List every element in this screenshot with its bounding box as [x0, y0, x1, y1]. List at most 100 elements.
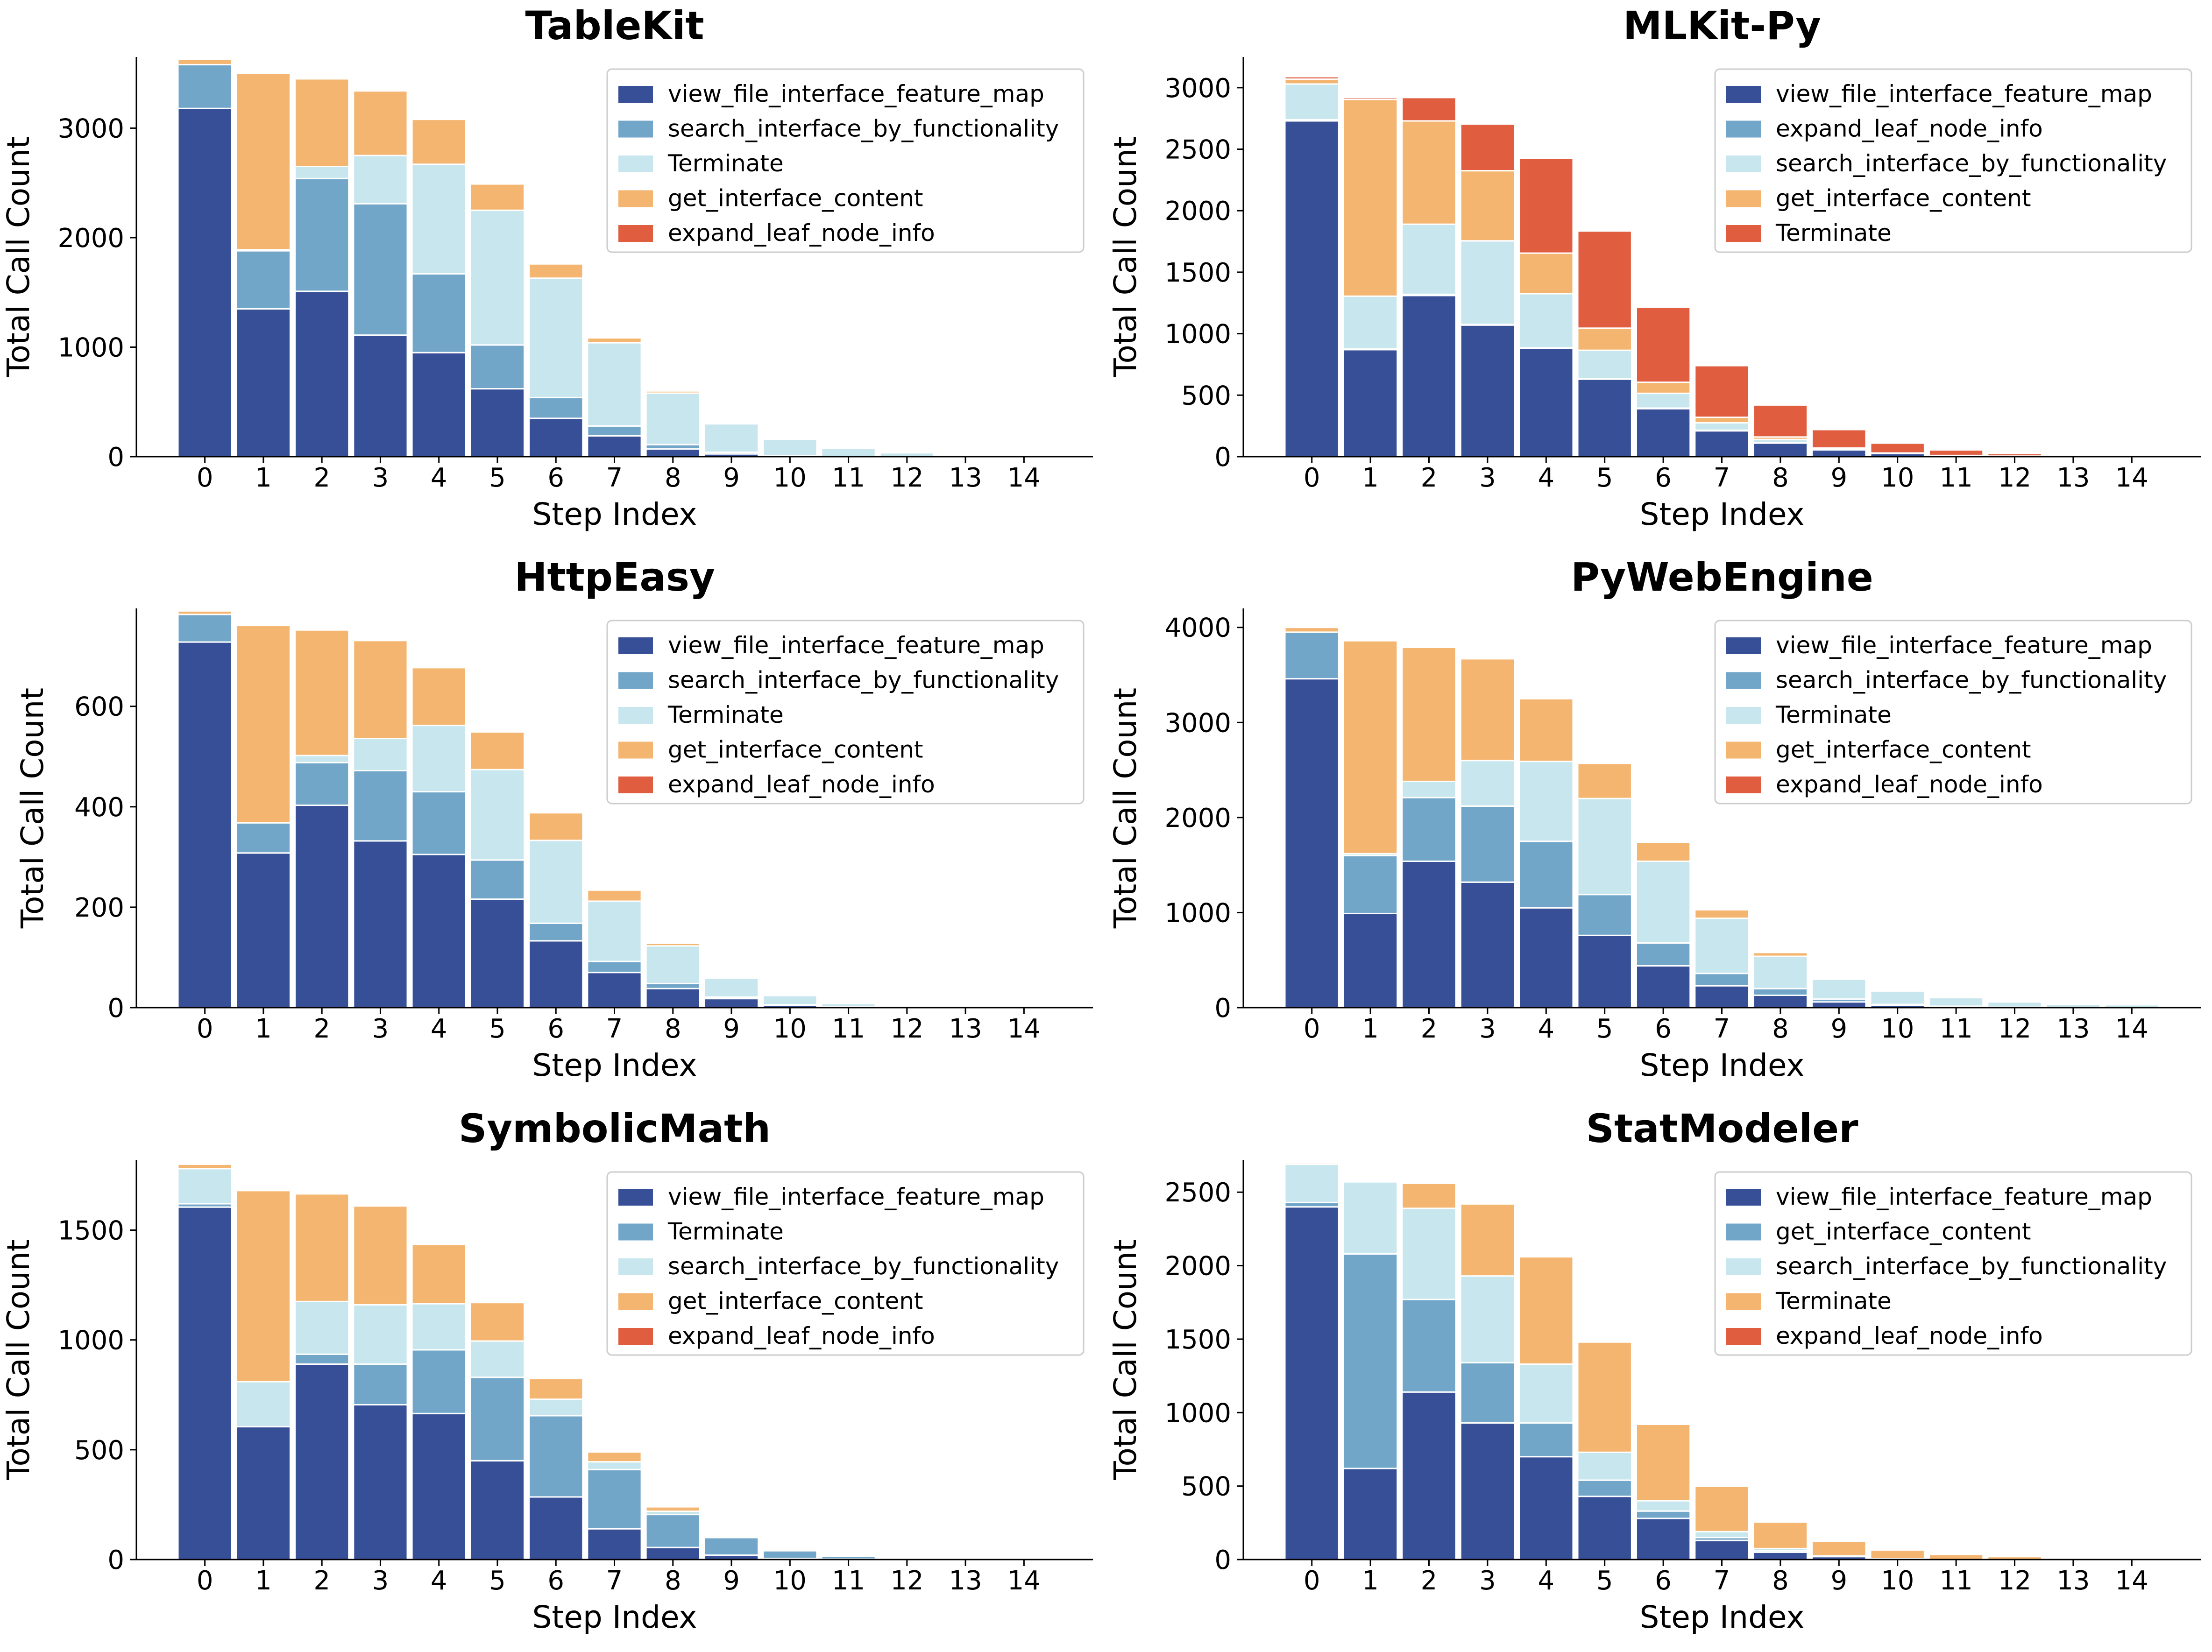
bar-view-file-interface-feature-map-step-6 — [528, 940, 584, 1009]
legend-box — [1714, 620, 2192, 805]
y-tick-label: 200 — [74, 893, 124, 923]
bar-get-interface-content-step-8 — [645, 942, 701, 947]
x-tick-label: 13 — [949, 1566, 982, 1596]
y-tick-label: 1500 — [1164, 258, 1231, 288]
bar-get-interface-content-step-6 — [1635, 841, 1691, 862]
legend-swatch-get-interface-content — [618, 1293, 653, 1310]
bar-view-file-interface-feature-map-step-7 — [1694, 985, 1750, 1009]
legend-label: Terminate — [1775, 219, 1892, 247]
legend: view_file_interface_feature_map search_in… — [1714, 620, 2192, 805]
bar-view-file-interface-feature-map-step-1 — [235, 308, 291, 458]
x-tick-label: 4 — [431, 463, 447, 493]
bar-terminate-step-4 — [411, 725, 467, 793]
bar-get-interface-content-step-0 — [177, 610, 233, 615]
legend-box — [606, 1171, 1085, 1356]
x-tick-label: 4 — [1538, 1014, 1554, 1044]
bar-search-interface-by-functionality-step-1 — [235, 822, 291, 854]
x-tick-label: 6 — [1655, 463, 1672, 493]
legend-swatch-get-interface-content — [1726, 1223, 1761, 1241]
bar-view-file-interface-feature-map-step-2 — [1401, 861, 1457, 1009]
bar-search-interface-by-functionality-step-6 — [1635, 942, 1691, 967]
x-tick-label: 8 — [665, 463, 681, 493]
bar-view-file-interface-feature-map-step-8 — [1752, 1551, 1808, 1560]
bar-terminate-step-8 — [1752, 1521, 1808, 1549]
bar-terminate-step-3 — [1460, 760, 1516, 807]
x-tick-label: 12 — [890, 463, 923, 493]
bar-search-interface-by-functionality-step-0 — [177, 64, 233, 109]
x-tick-label: 10 — [773, 1014, 807, 1044]
bar-get-interface-content-step-2 — [294, 78, 350, 168]
legend-swatch-expand-leaf-node-info — [618, 777, 653, 793]
bar-view-file-interface-feature-map-step-0 — [177, 107, 233, 458]
x-tick-label: 6 — [1655, 1014, 1672, 1044]
y-tick-label: 1000 — [1164, 898, 1231, 928]
bar-get-interface-content-step-0 — [177, 1163, 233, 1170]
bar-terminate-step-7 — [587, 342, 642, 427]
x-tick-label: 1 — [1362, 1014, 1379, 1044]
bar-view-file-interface-feature-map-step-4 — [1518, 907, 1574, 1009]
legend-label: get_interface_content — [668, 1288, 923, 1315]
legend-label: view_file_interface_feature_map — [1776, 1183, 2152, 1210]
bar-view-file-interface-feature-map-step-0 — [1284, 678, 1340, 1009]
x-tick-label: 13 — [2056, 1566, 2090, 1596]
bar-search-interface-by-functionality-step-2 — [1401, 223, 1457, 295]
bar-search-interface-by-functionality-step-8 — [645, 982, 701, 989]
bar-view-file-interface-feature-map-step-2 — [294, 290, 350, 458]
bar-get-interface-content-step-6 — [528, 1377, 584, 1400]
bar-get-interface-content-step-3 — [353, 640, 408, 740]
bar-view-file-interface-feature-map-step-3 — [1460, 324, 1516, 458]
legend: view_file_interface_feature_map get_inter… — [1714, 1171, 2192, 1356]
x-tick-label: 6 — [547, 1014, 564, 1044]
bar-view-file-interface-feature-map-step-5 — [1577, 378, 1632, 458]
legend-swatch-view-file-interface-feature-map — [618, 637, 653, 654]
bar-terminate-step-7 — [587, 900, 642, 962]
bar-get-interface-content-step-6 — [528, 263, 584, 279]
legend-label: Terminate — [1775, 1288, 1892, 1315]
x-tick-label: 11 — [832, 463, 865, 493]
bar-search-interface-by-functionality-step-7 — [1694, 1531, 1750, 1539]
bar-search-interface-by-functionality-step-5 — [469, 344, 525, 390]
bar-search-interface-by-functionality-step-1 — [1342, 1181, 1398, 1255]
x-tick-label: 5 — [1596, 1566, 1613, 1596]
legend-label: expand_leaf_node_info — [1776, 771, 2043, 798]
bar-get-interface-content-step-3 — [353, 90, 408, 156]
bar-get-interface-content-step-4 — [411, 119, 467, 165]
bar-terminate-step-5 — [1577, 798, 1632, 896]
bar-view-file-interface-feature-map-step-1 — [1342, 349, 1398, 458]
bar-get-interface-content-step-9 — [1811, 977, 1867, 980]
bar-view-file-interface-feature-map-step-1 — [1342, 912, 1398, 1009]
bar-search-interface-by-functionality-step-7 — [587, 425, 642, 437]
x-tick-label: 11 — [832, 1014, 865, 1044]
y-tick-label: 0 — [107, 442, 124, 473]
bar-search-interface-by-functionality-step-5 — [1577, 349, 1632, 380]
x-tick-label: 2 — [1421, 463, 1438, 493]
bar-search-interface-by-functionality-step-6 — [528, 1398, 584, 1417]
bar-view-file-interface-feature-map-step-9 — [1811, 449, 1867, 458]
bar-view-file-interface-feature-map-step-0 — [177, 1206, 233, 1560]
x-tick-label: 14 — [1007, 463, 1041, 493]
bar-terminate-step-12 — [1987, 452, 2042, 457]
x-tick-label: 7 — [606, 1014, 623, 1044]
x-tick-label: 12 — [890, 1566, 923, 1596]
bar-search-interface-by-functionality-step-4 — [1518, 293, 1574, 349]
bar-terminate-step-5 — [469, 209, 525, 346]
bar-view-file-interface-feature-map-step-4 — [411, 854, 467, 1009]
bar-terminate-step-1 — [1342, 97, 1398, 100]
legend-swatch-search-interface-by-functionality — [1726, 155, 1761, 172]
x-tick-label: 13 — [2056, 463, 2090, 493]
bar-terminate-step-7 — [1694, 918, 1750, 974]
y-tick-label: 0 — [107, 993, 124, 1024]
y-tick-label: 0 — [1214, 993, 1231, 1024]
bar-get-interface-content-step-7 — [587, 1451, 642, 1463]
y-tick-label: 1000 — [57, 332, 124, 363]
legend-swatch-get-interface-content — [1726, 190, 1761, 207]
x-tick-label: 4 — [1538, 1566, 1554, 1596]
legend-label: expand_leaf_node_info — [1776, 1322, 2043, 1349]
x-axis-label: Step Index — [532, 496, 697, 532]
legend-swatch-search-interface-by-functionality — [618, 120, 653, 138]
x-tick-label: 2 — [1421, 1014, 1438, 1044]
legend-swatch-view-file-interface-feature-map — [1726, 637, 1761, 654]
y-axis-label: Total Call Count — [1107, 136, 1143, 377]
bar-view-file-interface-feature-map-step-5 — [469, 388, 525, 458]
x-axis-label: Step Index — [1640, 496, 1805, 532]
